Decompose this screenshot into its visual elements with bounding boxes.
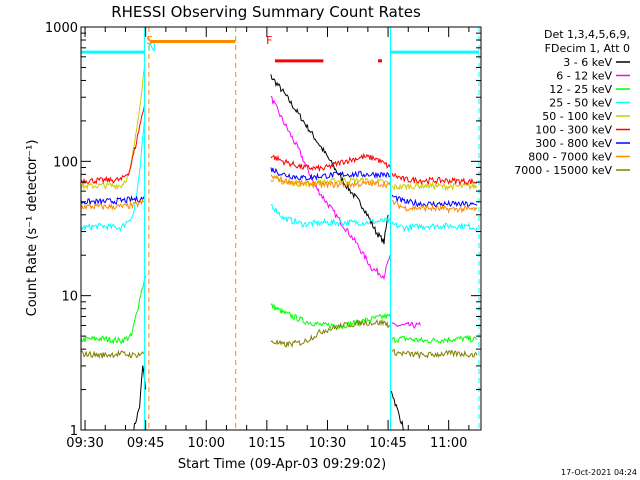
series-line-7-0 bbox=[81, 198, 145, 211]
legend-label-6: 300 - 800 keV bbox=[535, 137, 612, 150]
series-line-4-2 bbox=[391, 181, 478, 192]
series-4 bbox=[81, 67, 478, 192]
series-line-0-2 bbox=[390, 390, 405, 430]
series-line-0-0 bbox=[133, 365, 147, 430]
plot-area bbox=[81, 67, 478, 430]
legend-label-7: 800 - 7000 keV bbox=[528, 151, 612, 164]
series-line-0-1 bbox=[270, 74, 389, 245]
plot-layer: SN F bbox=[80, 27, 480, 430]
series-1 bbox=[270, 95, 421, 329]
axes-layer: 09:30 09:45 10:00 10:15 10:30 10:45 11:00 1 10 10… bbox=[45, 21, 482, 451]
series-3 bbox=[81, 120, 478, 233]
y-tick-label: 1 bbox=[70, 424, 78, 439]
series-line-5-2 bbox=[391, 172, 478, 186]
series-line-5-0 bbox=[81, 105, 145, 185]
x-axis-label: Start Time (09-Apr-03 09:29:02) bbox=[178, 457, 386, 472]
series-line-8-0 bbox=[81, 349, 145, 359]
y-tick-label: 1000 bbox=[45, 21, 78, 36]
legend-label-2: 12 - 25 keV bbox=[549, 83, 612, 96]
legend: Det 1,3,4,5,6,9,FDecim 1, Att 03 - 6 keV… bbox=[514, 28, 630, 177]
series-7 bbox=[81, 174, 478, 215]
y-axis-label: Count Rate (s⁻¹ detector⁻¹) bbox=[25, 140, 40, 317]
legend-header-1: FDecim 1, Att 0 bbox=[545, 42, 630, 55]
legend-label-5: 100 - 300 keV bbox=[535, 124, 612, 137]
series-0 bbox=[133, 74, 405, 430]
series-line-1-0 bbox=[270, 95, 391, 281]
series-line-1-1 bbox=[391, 321, 421, 329]
x-tick-label: 11:00 bbox=[430, 436, 467, 451]
x-tick-label: 10:45 bbox=[369, 436, 406, 451]
series-line-2-2 bbox=[270, 303, 391, 329]
series-line-3-0 bbox=[81, 120, 145, 232]
series-line-3-2 bbox=[391, 221, 478, 233]
series-line-6-1 bbox=[270, 167, 391, 181]
y-tick-label: 10 bbox=[61, 290, 78, 305]
annotation-F: F bbox=[266, 34, 272, 47]
series-line-5-1 bbox=[270, 152, 391, 172]
series-line-8-2 bbox=[391, 348, 478, 360]
x-tick-label: 10:00 bbox=[188, 436, 225, 451]
annotation-S: S bbox=[146, 34, 153, 47]
x-tick-label: 10:15 bbox=[248, 436, 285, 451]
chart-title: RHESSI Observing Summary Count Rates bbox=[111, 3, 421, 21]
series-line-6-2 bbox=[391, 194, 478, 208]
x-tick-label: 09:30 bbox=[66, 436, 103, 451]
series-5 bbox=[81, 105, 478, 186]
series-line-2-1 bbox=[131, 275, 147, 336]
series-line-6-0 bbox=[81, 194, 145, 207]
series-line-2-3 bbox=[391, 334, 478, 344]
series-6 bbox=[81, 167, 478, 208]
series-8 bbox=[81, 318, 478, 360]
legend-label-1: 6 - 12 keV bbox=[556, 70, 612, 83]
series-2 bbox=[81, 275, 478, 345]
series-line-3-1 bbox=[270, 203, 391, 228]
legend-label-4: 50 - 100 keV bbox=[542, 110, 612, 123]
legend-label-8: 7000 - 15000 keV bbox=[514, 164, 612, 177]
series-line-7-2 bbox=[391, 199, 478, 215]
plot-frame bbox=[80, 26, 482, 431]
legend-label-3: 25 - 50 keV bbox=[549, 97, 612, 110]
series-line-8-1 bbox=[270, 318, 391, 349]
series-line-4-0 bbox=[81, 67, 145, 191]
footer-timestamp: 17-Oct-2021 04:24 bbox=[561, 468, 637, 477]
annotation-N: N bbox=[148, 41, 156, 54]
y-tick-label: 100 bbox=[53, 155, 78, 170]
legend-header-0: Det 1,3,4,5,6,9, bbox=[544, 28, 630, 41]
series-line-2-0 bbox=[81, 332, 132, 345]
legend-label-0: 3 - 6 keV bbox=[563, 56, 612, 69]
x-tick-label: 10:30 bbox=[309, 436, 346, 451]
series-line-7-1 bbox=[270, 174, 391, 190]
x-tick-label: 09:45 bbox=[127, 436, 164, 451]
